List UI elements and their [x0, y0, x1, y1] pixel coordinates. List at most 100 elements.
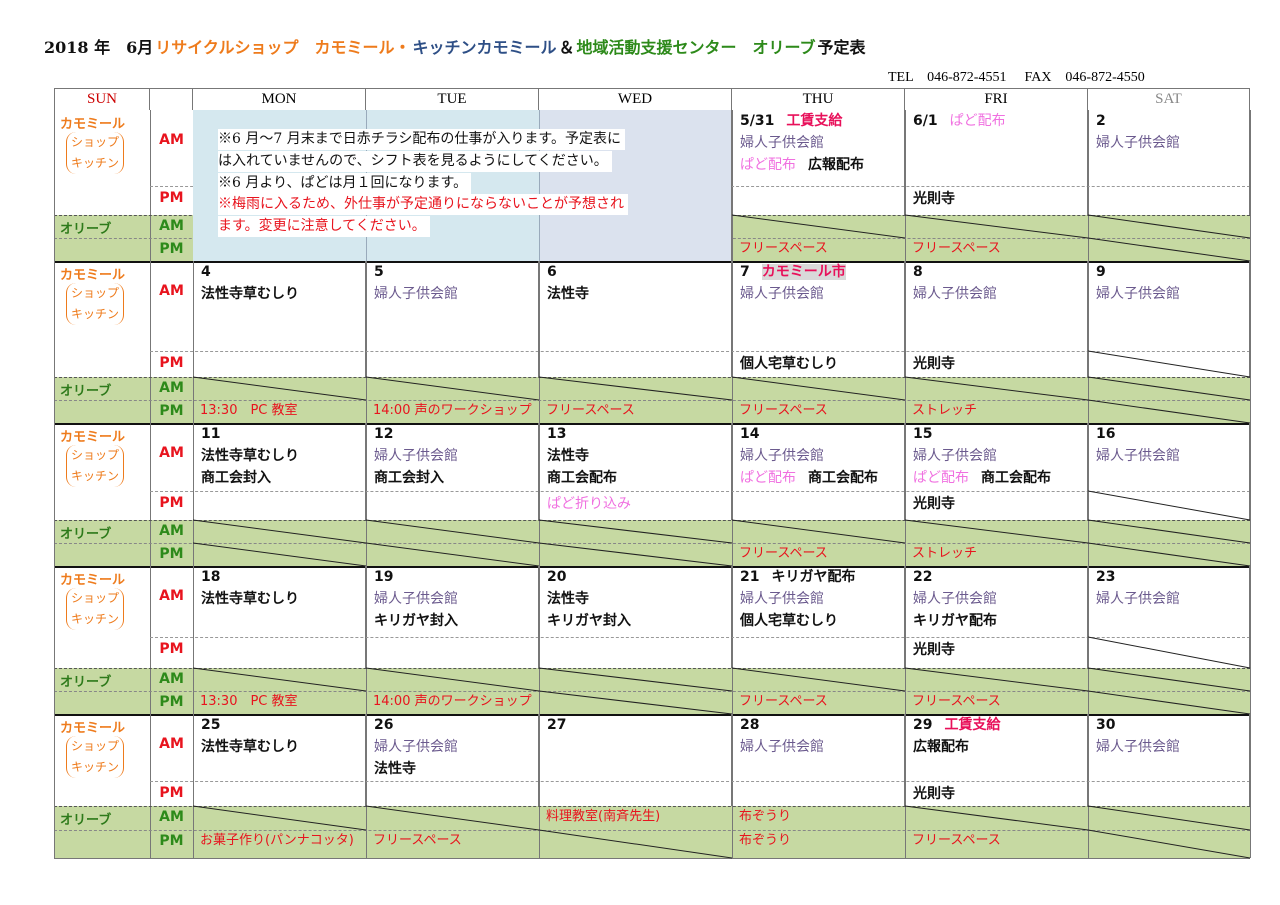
column-divider [366, 714, 367, 858]
title-part: リサイクルショップ カモミール・ [155, 38, 411, 57]
am-label: AM [159, 671, 184, 687]
shop-label: ショップ [70, 448, 119, 462]
olive-label: オリーブ [60, 675, 112, 690]
pm-line: 光則寺 [913, 493, 967, 515]
row-divider [54, 566, 1250, 568]
row-divider [54, 400, 1250, 401]
date-number: 29 [913, 717, 933, 733]
am-line: 婦人子供会館 [1096, 283, 1192, 305]
contact-info: TEL 046-872-4551 FAX 046-872-4550 [888, 66, 1163, 86]
date-number: 20 [547, 569, 567, 585]
olive-item: フリースペース [546, 403, 635, 418]
pm-label: PM [159, 833, 184, 849]
notice-line: ※6 月より、ぱどは月１回になります。 [218, 173, 472, 194]
schedule-item: 個人宅草むしり [740, 356, 838, 372]
olive-item: 布ぞうり [739, 809, 792, 824]
schedule-item: 婦人子供会館 [1096, 448, 1180, 464]
schedule-item: 婦人子供会館 [374, 591, 458, 607]
column-divider [150, 261, 151, 423]
schedule-item: 光則寺 [913, 191, 955, 207]
day-cell: 6 法性寺 [539, 261, 732, 377]
schedule-item: 法性寺草むしり [201, 739, 299, 755]
day-cell: 2 婦人子供会館 [1088, 110, 1250, 215]
am-line: 婦人子供会館 [1096, 132, 1192, 154]
title-part: 予定表 [817, 38, 866, 57]
schedule-item: 婦人子供会館 [1096, 739, 1180, 755]
column-divider [150, 566, 151, 714]
olive-item: フリースペース [912, 833, 1001, 848]
title-part: キッチンカモミール [412, 38, 557, 57]
am-line: 婦人子供会館 [1096, 736, 1192, 758]
day-cell: 23 婦人子供会館 [1088, 566, 1250, 668]
schedule-item: 商工会配布 [981, 470, 1051, 486]
row-divider [54, 714, 1250, 716]
shop-label: ショップ [70, 739, 119, 753]
am-line: 婦人子供会館 [913, 445, 1009, 467]
day-cell: 26 婦人子供会館 法性寺 [366, 714, 539, 806]
kitchen-label: キッチン [70, 612, 119, 626]
notice-line: ※6 月～7 月末まで日赤チラシ配布の仕事が入ります。予定表に [218, 129, 626, 150]
schedule-item: 商工会封入 [201, 470, 271, 486]
column-divider [732, 714, 733, 858]
notice-line: ※梅雨に入るため、外仕事が予定通りにならないことが予想され [218, 194, 628, 215]
day-cell: 12 婦人子供会館 商工会封入 [366, 423, 539, 520]
day-cell: 20 法性寺 キリガヤ封入 [539, 566, 732, 668]
header-mon: MON [193, 88, 366, 110]
olive-item: フリースペース [912, 241, 1001, 256]
am-line: 14 [740, 423, 771, 445]
am-line: 21 キリガヤ配布 [740, 566, 867, 588]
am-line: 婦人子供会館 [740, 132, 836, 154]
schedule-item: キリガヤ封入 [374, 613, 458, 629]
day-cell: 6/1 ぱど配布 光則寺 [905, 110, 1088, 215]
header-wed: WED [539, 88, 732, 110]
am-line: 婦人子供会館 [374, 283, 470, 305]
pm-line: 光則寺 [913, 639, 967, 661]
day-cell: 29 工賃支給 広報配布 光則寺 [905, 714, 1088, 806]
schedule-item: キリガヤ封入 [547, 613, 631, 629]
am-line: 法性寺草むしり [201, 445, 311, 467]
am-label: AM [159, 445, 184, 461]
kitchen-label: キッチン [70, 307, 119, 321]
column-divider [193, 261, 194, 423]
date-number: 7 [740, 264, 750, 280]
am-line: キリガヤ封入 [374, 610, 470, 632]
am-line: 法性寺 [547, 283, 601, 305]
olive-item: 13:30 PC 教室 [200, 403, 298, 418]
column-divider [732, 110, 733, 261]
schedule-item: 婦人子供会館 [374, 448, 458, 464]
shop-kitchen-bracket: ショップ キッチン [66, 283, 124, 325]
schedule-item: 法性寺草むしり [201, 448, 299, 464]
row-divider [54, 377, 1250, 378]
header-sat: SAT [1088, 88, 1250, 110]
schedule-item: 光則寺 [913, 642, 955, 658]
shop-label: ショップ [70, 591, 119, 605]
am-line: ぱど配布 商工会配布 [740, 467, 890, 489]
day-cell: 4 法性寺草むしり [193, 261, 366, 377]
date-number: 18 [201, 569, 221, 585]
olive-item: ストレッチ [912, 546, 978, 561]
column-divider [1250, 714, 1251, 858]
row-divider [54, 520, 1250, 521]
schedule-item: ぱど配布 [949, 113, 1006, 129]
shop-label: ショップ [70, 135, 119, 149]
date-number: 12 [374, 426, 394, 442]
olive-item: フリースペース [912, 694, 1001, 709]
day-cell: 25 法性寺草むしり [193, 714, 366, 806]
olive-item: お菓子作り(パンナコッタ) [200, 833, 354, 848]
date-number: 21 [740, 569, 760, 585]
column-divider [905, 423, 906, 566]
am-line: 婦人子供会館 [1096, 445, 1192, 467]
schedule-item: 法性寺 [547, 286, 589, 302]
date-number: 11 [201, 426, 221, 442]
column-divider [905, 714, 906, 858]
schedule-item: 婦人子供会館 [1096, 591, 1180, 607]
schedule-item: 婦人子供会館 [374, 739, 458, 755]
schedule-item: 婦人子供会館 [1096, 286, 1180, 302]
day-cell: 19 婦人子供会館 キリガヤ封入 [366, 566, 539, 668]
am-line: ぱど配布 広報配布 [740, 154, 876, 176]
olive-item: 14:00 声のワークショップ [373, 403, 532, 418]
row-divider [54, 858, 1250, 859]
am-line: 26 [374, 714, 405, 736]
column-divider [905, 110, 906, 261]
pm-label: PM [159, 355, 184, 371]
